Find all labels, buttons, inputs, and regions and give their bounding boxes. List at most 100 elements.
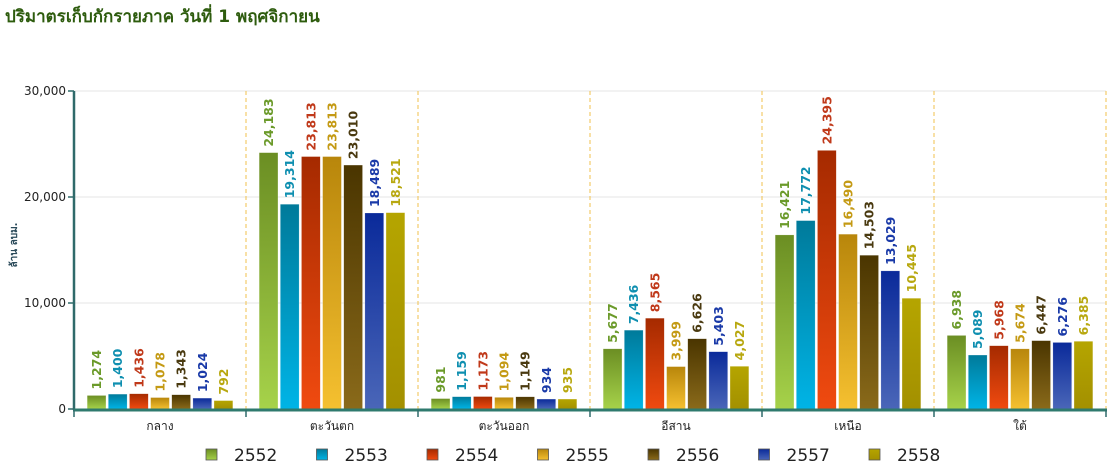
data-label: 4,027 [732, 321, 747, 361]
legend-label: 2556 [676, 446, 719, 466]
legend-item-2554[interactable]: 2554 [426, 446, 498, 466]
legend-item-2555[interactable]: 2555 [537, 446, 609, 466]
legend-item-2552[interactable]: 2552 [205, 446, 277, 466]
x-category-labels: กลาง ตะวันตก ตะวันออก อีสาน เหนือ ใต้ [146, 419, 1026, 433]
bar-2553-0[interactable] [108, 393, 128, 410]
legend-label: 2557 [787, 446, 830, 466]
data-label: 1,436 [131, 348, 146, 388]
bar-2553-1[interactable] [280, 204, 300, 410]
bar-2554-4[interactable] [817, 150, 837, 410]
data-label: 14,503 [862, 201, 877, 249]
data-label: 1,159 [454, 351, 469, 391]
legend-swatch [537, 448, 549, 461]
y-tick-label: 10,000 [24, 296, 66, 310]
x-category-label: ใต้ [1013, 419, 1027, 433]
data-label: 8,565 [647, 273, 662, 313]
bar-2555-0[interactable] [150, 397, 170, 410]
bar-2555-3[interactable] [666, 366, 686, 410]
data-label: 5,677 [605, 303, 620, 343]
category-separators [245, 91, 1107, 409]
bar-2556-1[interactable] [343, 164, 363, 410]
bar-2557-2[interactable] [536, 398, 556, 410]
bar-2556-3[interactable] [687, 338, 707, 410]
legend-item-2557[interactable]: 2557 [758, 446, 830, 466]
bar-2552-5[interactable] [946, 335, 967, 410]
y-tick-label: 20,000 [24, 190, 66, 204]
legend-swatch [868, 448, 881, 461]
bar-2554-0[interactable] [129, 393, 149, 410]
bar-2557-5[interactable] [1052, 342, 1072, 410]
data-label: 1,024 [195, 352, 210, 392]
bars [86, 150, 1094, 410]
bar-2552-1[interactable] [258, 152, 279, 410]
bar-2556-2[interactable] [515, 396, 535, 410]
bar-2558-4[interactable] [901, 298, 922, 410]
bar-2558-2[interactable] [557, 398, 578, 410]
data-label: 934 [539, 367, 554, 393]
data-label: 792 [216, 369, 231, 395]
legend-swatch [316, 448, 328, 461]
data-label: 935 [560, 367, 575, 393]
data-label: 1,173 [475, 351, 490, 391]
legend-label: 2554 [455, 446, 498, 466]
data-label: 5,089 [970, 310, 985, 350]
data-label: 18,521 [388, 158, 403, 206]
bar-2556-0[interactable] [171, 394, 191, 410]
bar-2557-4[interactable] [880, 270, 900, 410]
data-label: 6,447 [1034, 295, 1049, 335]
bar-2553-3[interactable] [624, 329, 644, 410]
bar-2558-1[interactable] [385, 212, 406, 410]
legend-item-2553[interactable]: 2553 [316, 446, 388, 466]
data-label: 13,029 [883, 217, 898, 265]
legend-label: 2558 [897, 446, 940, 466]
bar-2553-2[interactable] [452, 396, 472, 410]
y-tick-labels: 0 10,000 20,000 30,000 [24, 84, 74, 416]
bar-2553-4[interactable] [796, 220, 816, 410]
bar-2554-5[interactable] [989, 345, 1009, 410]
data-label: 3,999 [669, 321, 684, 361]
legend-swatch [647, 448, 660, 461]
bar-2552-3[interactable] [602, 348, 623, 410]
data-label: 1,078 [153, 352, 168, 392]
bar-2553-5[interactable] [968, 354, 988, 410]
legend-label: 2555 [566, 446, 609, 466]
legend: 2552 2553 2554 2555 2556 2557 2558 [205, 446, 940, 466]
data-label: 5,968 [991, 300, 1006, 340]
bar-2556-4[interactable] [859, 255, 879, 410]
bar-2558-3[interactable] [729, 366, 750, 410]
legend-item-2558[interactable]: 2558 [868, 446, 940, 466]
bar-2558-0[interactable] [213, 400, 234, 410]
data-label: 7,436 [626, 284, 641, 324]
bar-2554-2[interactable] [473, 396, 493, 410]
bar-2557-1[interactable] [364, 212, 384, 410]
bar-2555-1[interactable] [322, 156, 342, 410]
data-label: 18,489 [367, 159, 382, 207]
bar-2557-3[interactable] [708, 351, 728, 410]
data-labels: 1,274 24,183 981 5,677 16,421 6,938 1,400 19,31… [89, 96, 1091, 394]
bar-2555-5[interactable] [1010, 348, 1030, 410]
data-label: 23,813 [303, 102, 318, 150]
data-label: 6,938 [949, 290, 964, 330]
data-label: 6,385 [1076, 296, 1091, 336]
bar-2558-5[interactable] [1073, 341, 1094, 410]
data-label: 19,314 [282, 150, 297, 199]
bar-2555-4[interactable] [838, 233, 858, 410]
data-label: 1,094 [497, 352, 512, 392]
bar-2552-0[interactable] [86, 395, 107, 410]
bar-2556-5[interactable] [1031, 340, 1051, 410]
bar-2554-3[interactable] [645, 317, 665, 410]
legend-label: 2552 [234, 446, 277, 466]
legend-item-2556[interactable]: 2556 [647, 446, 719, 466]
bar-2552-4[interactable] [774, 234, 795, 410]
bar-2554-1[interactable] [301, 156, 321, 410]
data-label: 1,149 [518, 351, 533, 391]
data-label: 981 [433, 367, 448, 393]
data-label: 10,445 [904, 244, 919, 292]
bar-2557-0[interactable] [192, 397, 212, 410]
bar-2552-2[interactable] [430, 398, 451, 410]
data-label: 24,395 [819, 96, 834, 144]
bar-2555-2[interactable] [494, 397, 514, 410]
legend-swatch [205, 448, 218, 461]
x-category-label: กลาง [146, 419, 173, 433]
